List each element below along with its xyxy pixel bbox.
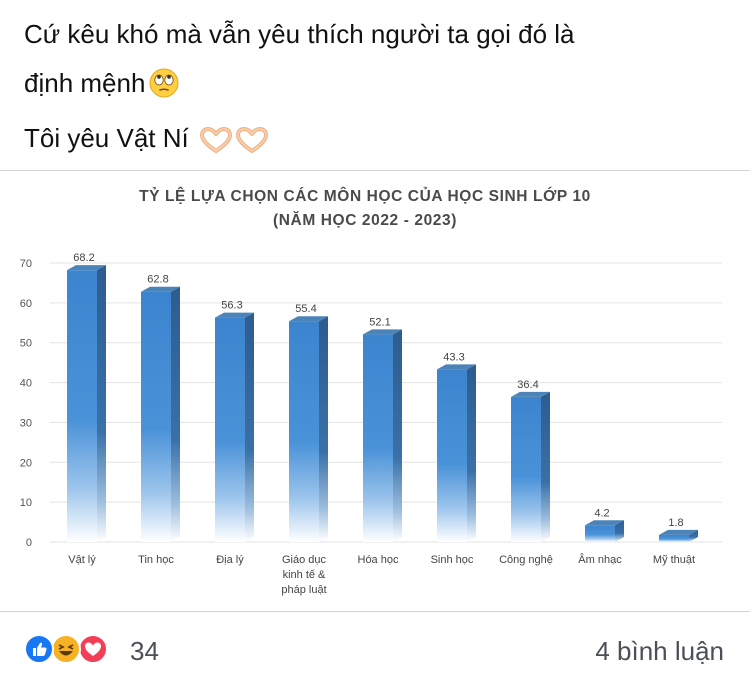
- bar: [659, 534, 689, 542]
- x-tick-label: Âm nhạc: [578, 553, 622, 566]
- bar: [141, 291, 171, 542]
- bar-side: [97, 265, 106, 542]
- bar-top: [511, 391, 550, 397]
- bar-top: [141, 286, 180, 292]
- bar-side: [319, 316, 328, 542]
- y-tick-label: 40: [20, 378, 32, 390]
- bar-side: [689, 529, 698, 542]
- y-tick-label: 50: [20, 338, 32, 350]
- bar: [215, 317, 245, 542]
- x-tick-label: Công nghệ: [499, 554, 553, 566]
- chart-title: TỶ LỆ LỰA CHỌN CÁC MÔN HỌC CỦA HỌC SINH …: [139, 188, 591, 205]
- bar-side: [393, 329, 402, 542]
- bar-top: [585, 520, 624, 526]
- x-tick-label: kinh tế &: [283, 569, 326, 581]
- post-footer: 34 4 bình luận: [0, 610, 750, 684]
- x-tick-label: Tin học: [138, 554, 174, 566]
- data-label: 1.8: [668, 517, 683, 529]
- data-label: 52.1: [369, 316, 390, 328]
- bar-side: [615, 520, 624, 542]
- post-text: Cứ kêu khó mà vẫn yêu thích người ta gọi…: [24, 10, 724, 169]
- post-line-2: định mệnh: [24, 59, 724, 114]
- bar-top: [67, 265, 106, 271]
- like-icon: [24, 634, 54, 664]
- bar-side: [171, 286, 180, 542]
- rolling-eyes-emoji-icon: [149, 65, 179, 114]
- bar-top: [659, 529, 698, 535]
- x-tick-label: Sinh học: [431, 554, 474, 566]
- chart-subtitle: (NĂM HỌC 2022 - 2023): [272, 212, 457, 229]
- data-label: 56.3: [221, 300, 242, 312]
- bar: [363, 334, 393, 542]
- heart-hands-emoji-icon: [235, 120, 269, 169]
- bar-top: [289, 316, 328, 322]
- comment-count-link[interactable]: 4 bình luận: [595, 636, 724, 666]
- y-tick-label: 70: [20, 258, 32, 270]
- bar: [585, 525, 615, 542]
- heart-hands-emoji-icon: [199, 120, 233, 169]
- y-tick-label: 30: [20, 417, 32, 429]
- data-label: 62.8: [147, 274, 168, 286]
- x-tick-label: Vật lý: [68, 554, 96, 566]
- reaction-count[interactable]: 34: [130, 636, 159, 666]
- love-icon: [78, 634, 108, 664]
- bar-side: [467, 364, 476, 542]
- data-label: 55.4: [295, 303, 316, 315]
- haha-icon: [51, 634, 81, 664]
- bar-chart: 0 10 20 30 40 50 60 70 68.2 Vật lý 62.8 Tin học 56.3…: [20, 252, 722, 596]
- post-line-1: Cứ kêu khó mà vẫn yêu thích người ta gọi…: [24, 19, 575, 49]
- y-tick-label: 60: [20, 298, 32, 310]
- bar: [437, 369, 467, 542]
- x-tick-label: Hóa học: [358, 554, 399, 566]
- y-tick-label: 0: [26, 537, 32, 549]
- chart-image[interactable]: TỶ LỆ LỰA CHỌN CÁC MÔN HỌC CỦA HỌC SINH …: [0, 170, 750, 612]
- bar: [511, 396, 541, 542]
- bar-side: [541, 391, 550, 542]
- x-tick-label: pháp luật: [281, 584, 326, 596]
- bar-top: [363, 329, 402, 335]
- data-label: 43.3: [443, 351, 464, 363]
- y-tick-label: 20: [20, 457, 32, 469]
- bar-top: [215, 312, 254, 318]
- post-line-3: Tôi yêu Vật Ní: [24, 114, 724, 169]
- bar: [67, 270, 97, 542]
- y-tick-label: 10: [20, 497, 32, 509]
- bar-side: [245, 312, 254, 542]
- post-line-2-text: định mệnh: [24, 68, 146, 98]
- post-line-3-text: Tôi yêu Vật Ní: [24, 123, 189, 153]
- data-label: 36.4: [517, 379, 538, 391]
- bar-top: [437, 364, 476, 370]
- x-tick-label: Địa lý: [216, 554, 244, 566]
- x-tick-label: Mỹ thuật: [653, 554, 695, 566]
- bar: [289, 321, 319, 542]
- x-tick-label: Giáo dục: [282, 554, 327, 566]
- data-label: 68.2: [73, 252, 94, 264]
- data-label: 4.2: [594, 507, 609, 519]
